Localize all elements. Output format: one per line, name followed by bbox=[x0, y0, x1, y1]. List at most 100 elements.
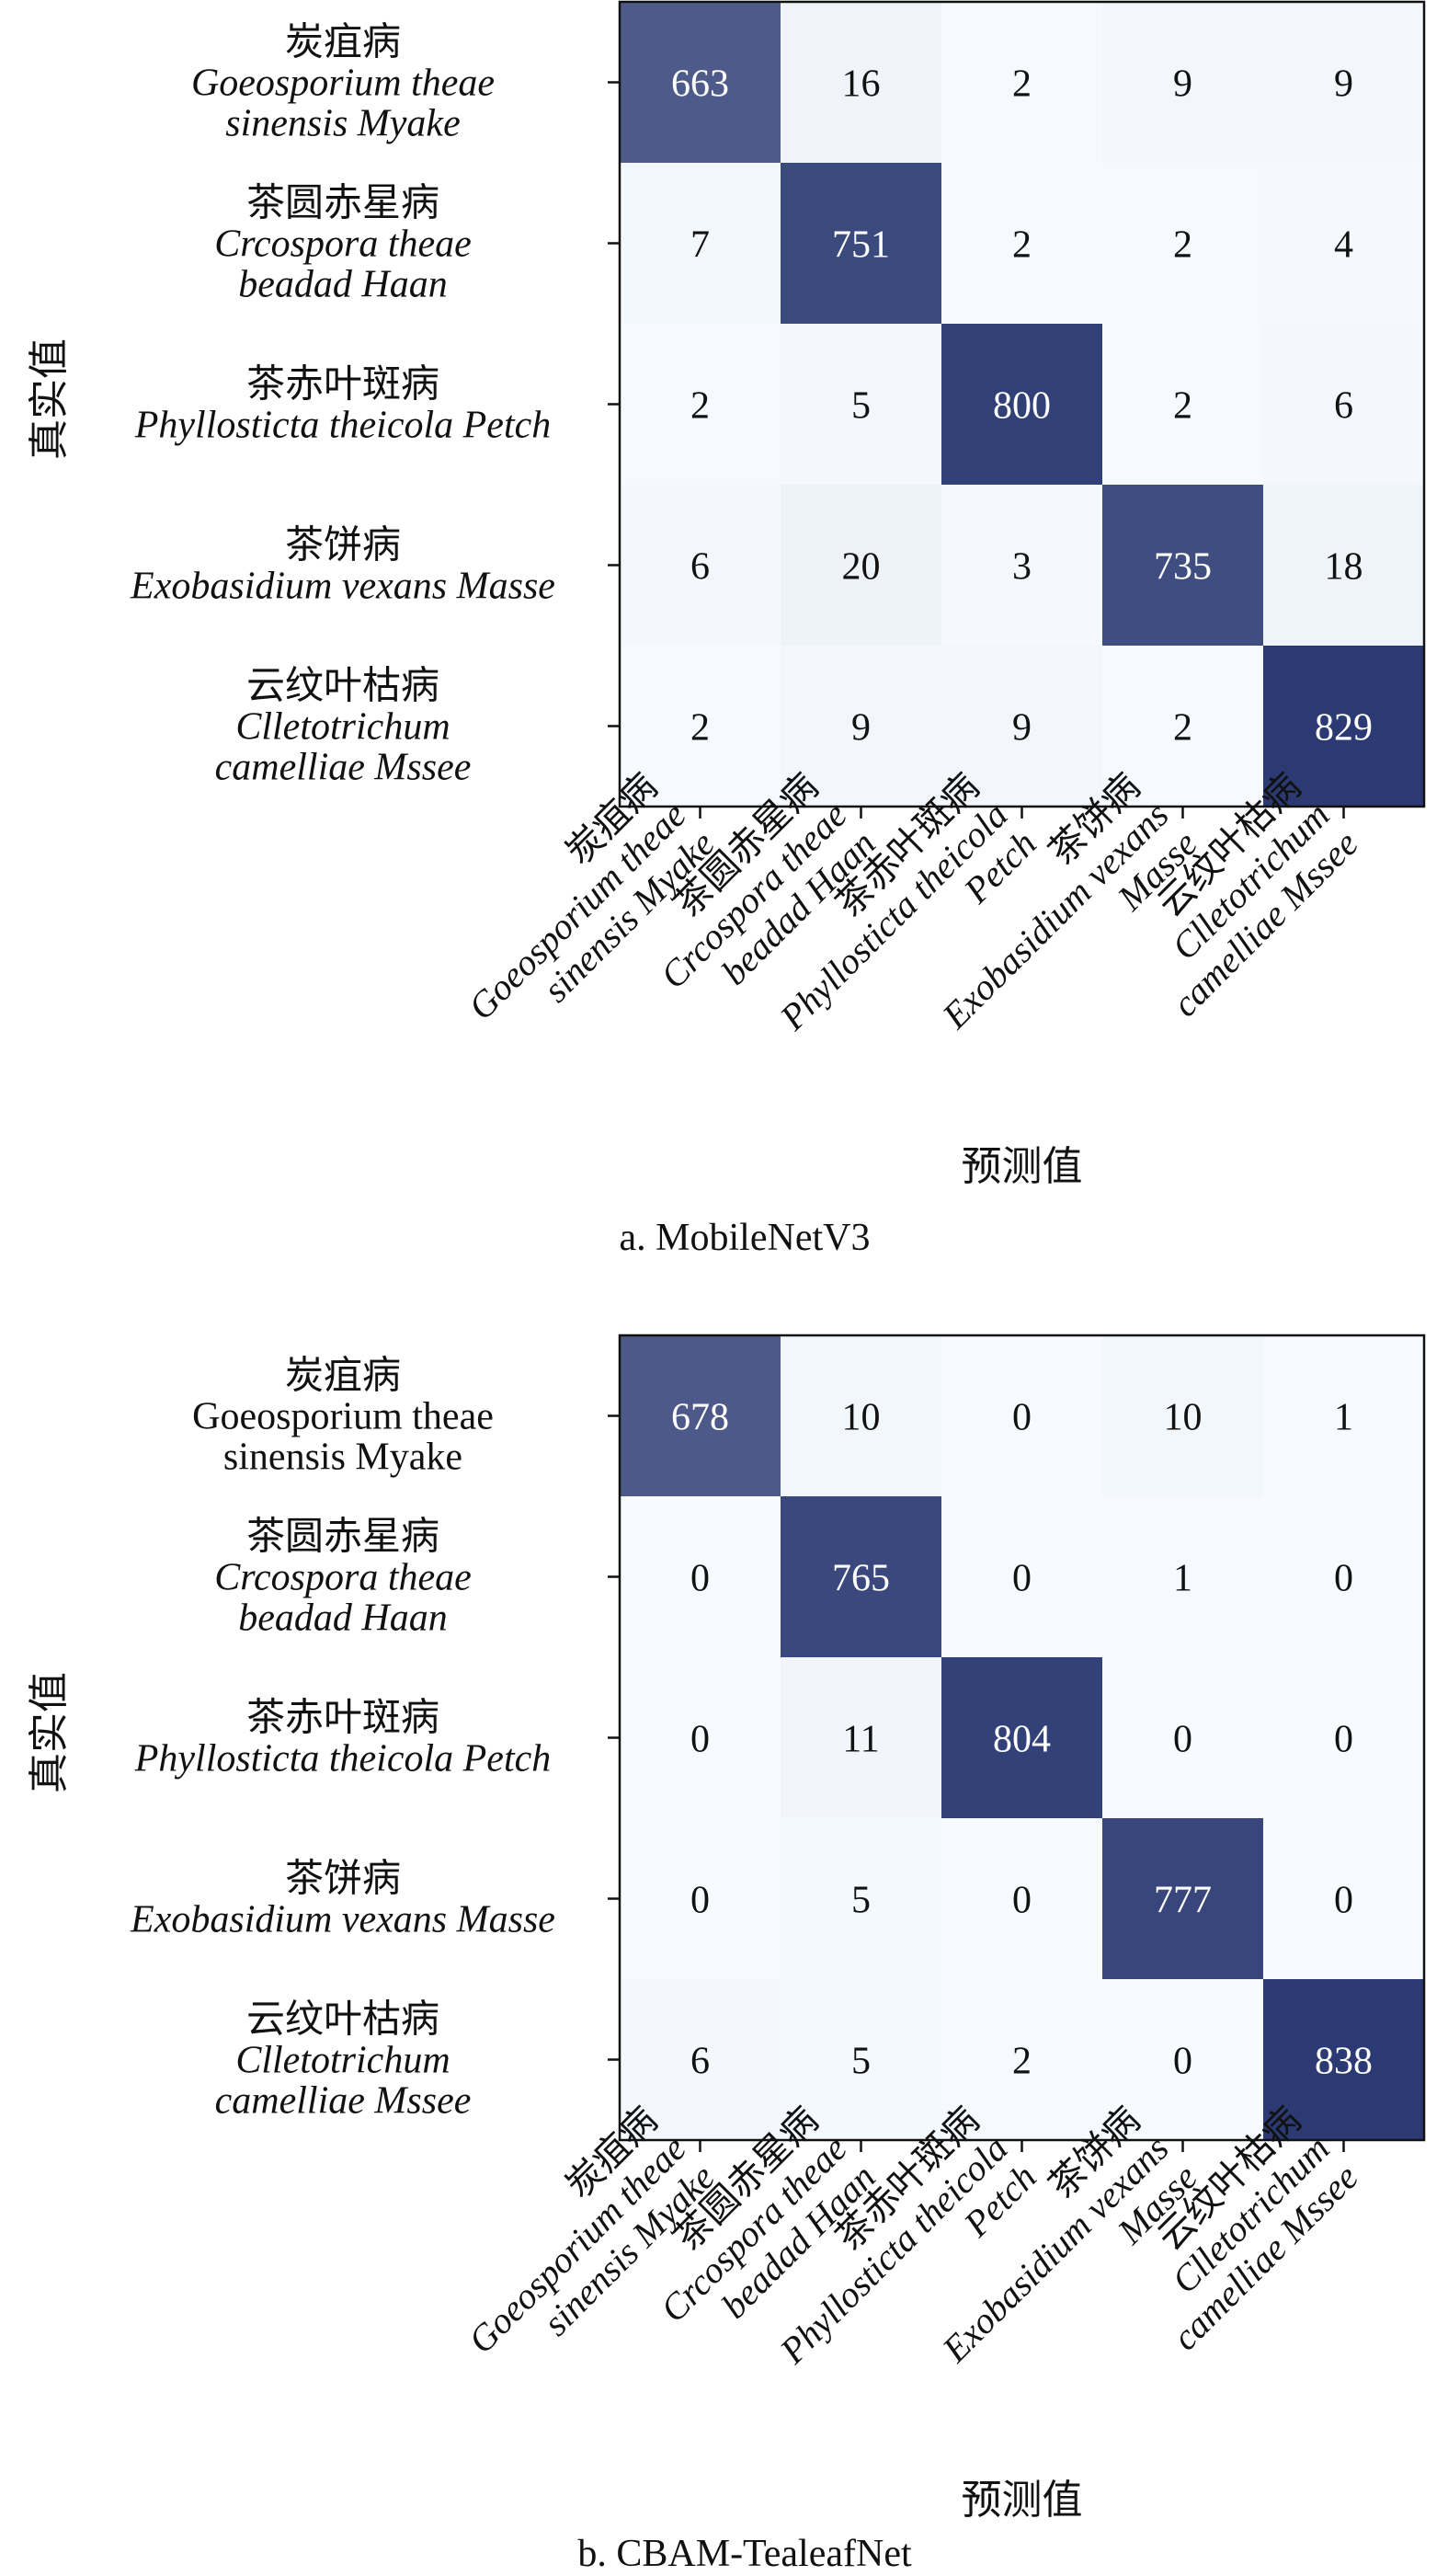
matrix-cell-r3-c1 bbox=[781, 485, 941, 646]
matrix-cell-r2-c3 bbox=[1102, 324, 1263, 485]
cell-value-r1-c0: 7 bbox=[690, 224, 710, 267]
matrix-cell-r2-c1 bbox=[781, 324, 941, 485]
y-tick-label-latin: Exobasidium vexans Masse bbox=[130, 566, 555, 608]
cell-value-r4-c1: 9 bbox=[851, 707, 871, 750]
matrix-cell-r1-c4 bbox=[1263, 163, 1424, 324]
matrix-cell-r0-c4 bbox=[1263, 1335, 1424, 1496]
y-tick-label-latin: camelliae Mssee bbox=[215, 747, 472, 789]
cell-value-r0-c2: 0 bbox=[1012, 1397, 1032, 1439]
y-axis-title: 真实值 bbox=[27, 338, 72, 460]
cell-value-r0-c1: 10 bbox=[842, 1397, 881, 1439]
cell-value-r2-c2: 800 bbox=[993, 385, 1051, 428]
matrix-cell-r3-c2 bbox=[941, 1818, 1102, 1979]
y-tick-label-latin: Goeosporium theae bbox=[192, 1396, 494, 1438]
matrix-cell-r3-c3 bbox=[1102, 1818, 1263, 1979]
y-tick-label-cn: 炭疽病 bbox=[285, 1356, 401, 1398]
matrix-cell-r3-c1 bbox=[781, 1818, 941, 1979]
matrix-cell-r0-c1 bbox=[781, 2, 941, 163]
matrix-cell-r0-c4 bbox=[1263, 2, 1424, 163]
y-tick-label-latin: Clletotrichum bbox=[235, 2040, 450, 2082]
y-tick-label-cn: 茶饼病 bbox=[285, 1859, 401, 1901]
cell-value-r0-c2: 2 bbox=[1012, 63, 1032, 106]
cell-value-r3-c0: 6 bbox=[690, 546, 710, 589]
matrix-cell-r3-c4 bbox=[1263, 485, 1424, 646]
matrix-cell-r4-c0 bbox=[620, 1979, 781, 2140]
cell-value-r4-c4: 829 bbox=[1315, 707, 1373, 750]
cell-value-r3-c3: 777 bbox=[1154, 1880, 1212, 1922]
matrix-cell-r1-c2 bbox=[941, 1496, 1102, 1657]
matrix-cell-r4-c4 bbox=[1263, 646, 1424, 807]
cell-value-r1-c1: 751 bbox=[832, 224, 890, 267]
cell-value-r2-c1: 11 bbox=[842, 1719, 879, 1761]
matrix-cell-r2-c2 bbox=[941, 1657, 1102, 1818]
matrix-cell-r0-c3 bbox=[1102, 2, 1263, 163]
y-axis-title-group: 真实值 bbox=[27, 338, 72, 460]
x-axis-title: 预测值 bbox=[962, 2478, 1083, 2523]
cell-value-r0-c0: 678 bbox=[671, 1397, 729, 1439]
cell-value-r3-c0: 0 bbox=[690, 1880, 710, 1922]
matrix-cell-r4-c1 bbox=[781, 1979, 941, 2140]
cell-value-r1-c1: 765 bbox=[832, 1558, 890, 1600]
matrix-cell-r2-c1 bbox=[781, 1657, 941, 1818]
cell-value-r4-c0: 2 bbox=[690, 707, 710, 750]
panel-b: 678 10 0 10 10 765 0 1 00 11 804 0 00 5 0 777 06 5 2 0 838炭疽… bbox=[27, 1334, 1426, 2575]
matrix-cell-r1-c2 bbox=[941, 163, 1102, 324]
cell-value-r3-c1: 20 bbox=[842, 546, 881, 589]
cell-value-r2-c3: 0 bbox=[1173, 1719, 1192, 1761]
y-axis-title: 真实值 bbox=[27, 1672, 72, 1793]
panel-caption: b. CBAM-TealeafNet bbox=[577, 2533, 912, 2575]
cell-value-r1-c2: 2 bbox=[1012, 224, 1032, 267]
cell-value-r3-c2: 0 bbox=[1012, 1880, 1032, 1922]
matrix-cell-r2-c0 bbox=[620, 324, 781, 485]
cell-value-r3-c3: 735 bbox=[1154, 546, 1212, 589]
y-tick-label-latin: camelliae Mssee bbox=[215, 2080, 472, 2123]
y-tick-label-cn: 茶圆赤星病 bbox=[246, 1517, 439, 1559]
cell-value-r1-c4: 4 bbox=[1334, 224, 1353, 267]
y-tick-label-cn: 茶圆赤星病 bbox=[246, 183, 439, 225]
matrix-cell-r3-c4 bbox=[1263, 1818, 1424, 1979]
matrix-cell-r4-c0 bbox=[620, 646, 781, 807]
y-tick-label-cn: 茶赤叶斑病 bbox=[246, 364, 439, 406]
cell-value-r2-c4: 0 bbox=[1334, 1719, 1353, 1761]
cell-value-r3-c1: 5 bbox=[851, 1880, 871, 1922]
cell-value-r3-c4: 18 bbox=[1325, 546, 1363, 589]
panel-a: 663 16 2 9 9 7 751 2 2 4 2 5 800 2 6 6 20 3 735 18 2 9 9 2 829 炭疽… bbox=[27, 0, 1426, 1259]
cell-value-r0-c3: 9 bbox=[1173, 63, 1192, 106]
cell-value-r0-c3: 10 bbox=[1164, 1397, 1203, 1439]
y-tick-label-latin: Exobasidium vexans Masse bbox=[130, 1899, 555, 1941]
matrix-cell-r2-c3 bbox=[1102, 1657, 1263, 1818]
matrix-cells: 678 10 0 10 10 765 0 1 00 11 804 0 00 5 0 777 06 5 2 0 838 bbox=[620, 1335, 1424, 2140]
y-tick-label-latin: Crcospora theae bbox=[214, 1557, 472, 1599]
cell-value-r0-c4: 1 bbox=[1334, 1397, 1353, 1439]
y-tick-label-cn: 茶饼病 bbox=[285, 525, 401, 567]
matrix-cell-r0-c2 bbox=[941, 2, 1102, 163]
y-tick-label-latin: beadad Haan bbox=[238, 264, 447, 306]
cell-value-r4-c3: 0 bbox=[1173, 2041, 1192, 2083]
matrix-cells: 663 16 2 9 9 7 751 2 2 4 2 5 800 2 6 6 20 3 735 18 2 9 9 2 829 bbox=[620, 2, 1424, 807]
matrix-cell-r3-c0 bbox=[620, 1818, 781, 1979]
y-tick-label-latin: Crcospora theae bbox=[214, 223, 472, 266]
x-axis-title: 预测值 bbox=[962, 1144, 1083, 1189]
matrix-cell-r0-c1 bbox=[781, 1335, 941, 1496]
y-axis-title-group: 真实值 bbox=[27, 1672, 72, 1793]
cell-value-r2-c0: 0 bbox=[690, 1719, 710, 1761]
matrix-cell-r0-c0 bbox=[620, 2, 781, 163]
matrix-cell-r3-c2 bbox=[941, 485, 1102, 646]
cell-value-r1-c0: 0 bbox=[690, 1558, 710, 1600]
matrix-cell-r0-c3 bbox=[1102, 1335, 1263, 1496]
matrix-cell-r1-c4 bbox=[1263, 1496, 1424, 1657]
cell-value-r0-c1: 16 bbox=[842, 63, 881, 106]
matrix-cell-r1-c1 bbox=[781, 163, 941, 324]
cell-value-r4-c0: 6 bbox=[690, 2041, 710, 2083]
y-tick-label-latin: Goeosporium theae bbox=[191, 63, 495, 105]
cell-value-r2-c0: 2 bbox=[690, 385, 710, 428]
cell-value-r4-c4: 838 bbox=[1315, 2041, 1373, 2083]
matrix-cell-r1-c0 bbox=[620, 1496, 781, 1657]
y-tick-label-cn: 云纹叶枯病 bbox=[246, 666, 439, 708]
matrix-cell-r4-c1 bbox=[781, 646, 941, 807]
